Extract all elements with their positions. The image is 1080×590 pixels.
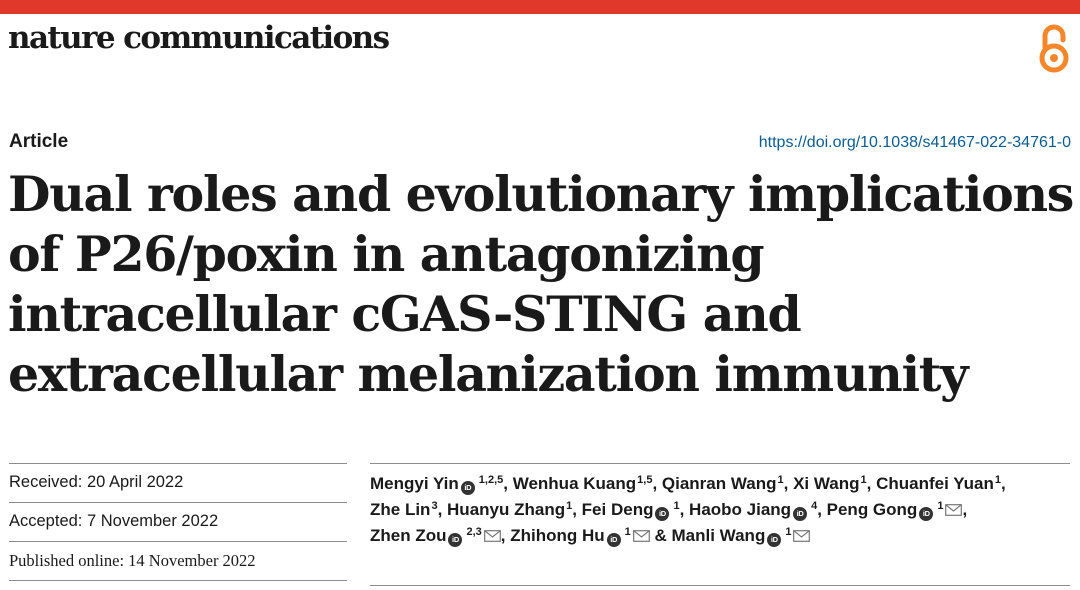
email-icon[interactable] (483, 530, 501, 542)
author-affiliation: 1 (994, 474, 1001, 486)
author-peng-gong[interactable]: Peng Gong iD1 (826, 500, 963, 521)
orcid-icon[interactable]: iD (793, 507, 808, 521)
author-fei-deng[interactable]: Fei Deng iD1 (581, 500, 680, 521)
article-dates: Received: 20 April 2022 Accepted: 7 Nove… (9, 463, 347, 581)
author-name: Wenhua Kuang (512, 474, 637, 493)
author-separator: , (817, 500, 827, 519)
author-name: Mengyi Yin (370, 474, 459, 493)
author-huanyu-zhang[interactable]: Huanyu Zhang1 (447, 500, 572, 519)
email-icon[interactable] (793, 530, 811, 542)
orcid-icon[interactable]: iD (767, 533, 782, 547)
author-list: Mengyi Yin iD1,2,5, Wenhua Kuang1,5, Qian… (370, 471, 1078, 549)
author-separator: , (962, 500, 968, 519)
author-separator: , (652, 474, 662, 493)
author-affiliation: 1 (624, 526, 631, 538)
author-name: Manli Wang (671, 526, 766, 545)
published-date: Published online: 14 November 2022 (9, 541, 347, 580)
author-separator: , (1000, 474, 1006, 493)
article-title: Dual roles and evolutionary implications… (8, 165, 1074, 403)
author-affiliation: 1 (673, 500, 680, 512)
author-xi-wang[interactable]: Xi Wang1 (793, 474, 867, 493)
author-separator: , (783, 474, 794, 493)
doi-link[interactable]: https://doi.org/10.1038/s41467-022-34761… (758, 134, 1071, 151)
journal-name[interactable]: nature communications (8, 20, 390, 56)
author-separator: , (572, 500, 582, 519)
author-separator: , (500, 526, 511, 545)
orcid-icon[interactable]: iD (606, 533, 621, 547)
orcid-icon[interactable]: iD (919, 507, 934, 521)
open-access-lock-icon[interactable] (1037, 22, 1071, 74)
orcid-icon[interactable]: iD (448, 533, 463, 547)
received-date: Received: 20 April 2022 (9, 463, 347, 502)
author-mengyi-yin[interactable]: Mengyi Yin iD1,2,5 (370, 474, 504, 495)
author-affiliation: 1 (937, 500, 944, 512)
author-affiliation: 1,5 (637, 474, 653, 486)
author-zhihong-hu[interactable]: Zhihong Hu iD1 (510, 526, 650, 547)
author-haobo-jiang[interactable]: Haobo Jiang iD4 (689, 500, 818, 521)
author-manli-wang[interactable]: Manli Wang iD1 (671, 526, 811, 547)
author-separator: , (866, 474, 877, 493)
author-separator: & (649, 526, 672, 545)
journal-accent-bar (0, 0, 1080, 14)
author-separator: , (679, 500, 690, 519)
author-affiliation: 1 (777, 474, 784, 486)
authors-bottom-divider (370, 585, 1070, 586)
accepted-date: Accepted: 7 November 2022 (9, 502, 347, 541)
author-name: Zhihong Hu (510, 526, 605, 545)
author-affiliation: 1 (785, 526, 792, 538)
author-affiliation: 2,3 (466, 526, 482, 538)
author-separator: , (503, 474, 513, 493)
author-name: Fei Deng (581, 500, 654, 519)
author-name: Xi Wang (793, 474, 860, 493)
author-affiliation: 1 (566, 500, 573, 512)
author-affiliation: 1,2,5 (478, 474, 504, 486)
author-wenhua-kuang[interactable]: Wenhua Kuang1,5 (513, 474, 653, 493)
author-name: Chuanfei Yuan (876, 474, 994, 493)
author-zhen-zou[interactable]: Zhen Zou iD2,3 (370, 526, 501, 547)
author-affiliation: 1 (860, 474, 867, 486)
orcid-icon[interactable]: iD (460, 481, 475, 495)
author-name: Qianran Wang (661, 474, 777, 493)
author-name: Huanyu Zhang (447, 500, 566, 519)
author-chuanfei-yuan[interactable]: Chuanfei Yuan1 (876, 474, 1001, 493)
author-name: Haobo Jiang (689, 500, 792, 519)
author-qianran-wang[interactable]: Qianran Wang1 (662, 474, 784, 493)
authors-divider (370, 463, 1070, 464)
email-icon[interactable] (945, 504, 963, 516)
article-type: Article (9, 131, 69, 152)
author-separator: , (437, 500, 448, 519)
author-affiliation: 3 (431, 500, 438, 512)
author-name: Zhe Lin (370, 500, 431, 519)
author-name: Zhen Zou (370, 526, 447, 545)
author-affiliation: 4 (811, 500, 818, 512)
dates-divider (9, 580, 347, 581)
orcid-icon[interactable]: iD (655, 507, 670, 521)
email-icon[interactable] (632, 530, 650, 542)
author-name: Peng Gong (826, 500, 918, 519)
author-zhe-lin[interactable]: Zhe Lin3 (370, 500, 438, 519)
